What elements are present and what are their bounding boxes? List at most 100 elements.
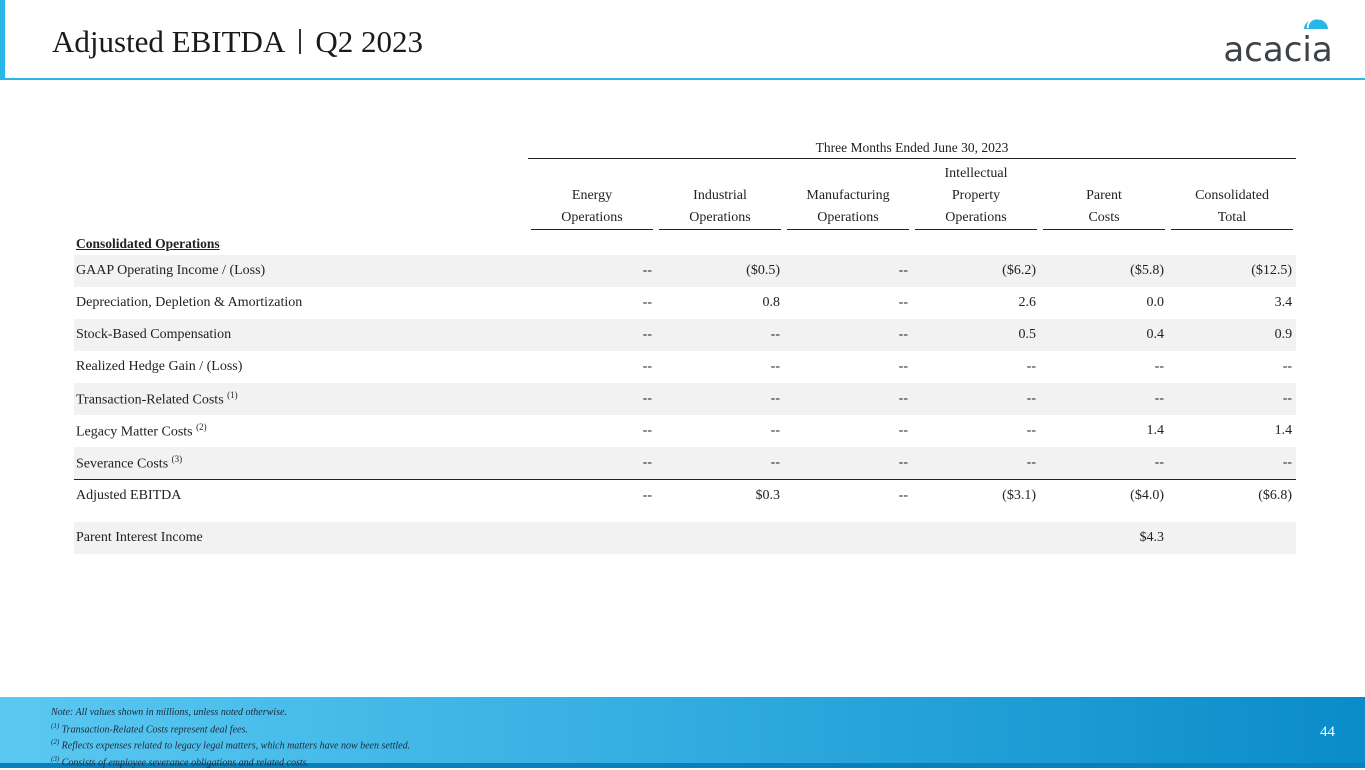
- cell-value: --: [1154, 359, 1164, 374]
- cell-value: [656, 522, 784, 554]
- col-header-line2: Industrial: [693, 188, 747, 203]
- cell-value: 3.4: [1274, 295, 1293, 310]
- acacia-logo: acacia: [1208, 12, 1348, 70]
- note-1: (1) Transaction-Related Costs represent …: [51, 720, 410, 737]
- cell-value: 0.8: [762, 295, 781, 310]
- interest-row: Parent Interest Income $4.3: [74, 522, 1297, 554]
- cell-value: 1.4: [1274, 423, 1293, 438]
- col-header-line2: Consolidated: [1195, 188, 1269, 203]
- note-2-text: Reflects expenses related to legacy lega…: [61, 740, 411, 752]
- section-label: Consolidated Operations: [76, 236, 220, 251]
- col-header-line3: Operations: [945, 210, 1007, 225]
- cell-value: 0.9: [1168, 319, 1297, 351]
- table-row: Severance Costs (3) -- -- -- -- -- --: [74, 447, 1297, 480]
- cell-value: --: [912, 383, 1040, 415]
- cell-value: --: [898, 359, 908, 374]
- cell-value: --: [1040, 383, 1168, 415]
- cell-value: --: [770, 423, 780, 438]
- col-header-line1: [787, 163, 909, 185]
- cell-value: [528, 522, 656, 554]
- column-header-row: Energy Operations Industrial Operations Ma…: [74, 159, 1296, 230]
- row-label-text: Stock-Based Compensation: [76, 327, 232, 342]
- cell-value: --: [528, 255, 656, 287]
- cell-value: --: [656, 319, 784, 351]
- footnotes: Note: All values shown in millions, unle…: [51, 706, 410, 770]
- row-label: GAAP Operating Income / (Loss): [74, 255, 528, 287]
- table-row: Realized Hedge Gain / (Loss) -- -- -- --…: [74, 351, 1296, 383]
- col-header-line2: Parent: [1086, 188, 1122, 203]
- note-1-marker: (1): [51, 721, 60, 730]
- logo-wordmark: acacia: [1223, 30, 1332, 68]
- title-left: Adjusted EBITDA: [52, 24, 286, 59]
- row-label: Legacy Matter Costs (2): [74, 415, 528, 447]
- row-label: Stock-Based Compensation: [74, 319, 528, 351]
- cell-value: ($6.8): [1168, 479, 1297, 512]
- cell-value: 0.0: [1146, 295, 1165, 310]
- col-header-line3: Costs: [1088, 210, 1120, 225]
- row-label: Realized Hedge Gain / (Loss): [74, 351, 528, 383]
- note-3: (3) Consists of employee severance oblig…: [51, 753, 410, 770]
- col-header-line1: [1043, 163, 1165, 185]
- ebitda-table-container: Three Months Ended June 30, 2023 Energy O…: [74, 140, 1297, 554]
- cell-value: [912, 522, 1040, 554]
- row-label-text: Severance Costs: [76, 456, 169, 472]
- cell-value: --: [784, 383, 912, 415]
- table-row: Transaction-Related Costs (1) -- -- -- -…: [74, 383, 1297, 415]
- section-row: Consolidated Operations: [74, 230, 1296, 255]
- cell-value: --: [656, 383, 784, 415]
- col-header-line2: Energy: [571, 188, 613, 203]
- col-header-line3: Operations: [817, 210, 879, 225]
- cell-value: $4.3: [1040, 522, 1168, 554]
- acacia-logo-icon: acacia: [1223, 17, 1333, 70]
- col-header-line1: [659, 163, 781, 185]
- row-label-text: GAAP Operating Income / (Loss): [76, 263, 266, 278]
- column-header-energy: Energy Operations: [528, 159, 656, 230]
- row-label-text: Realized Hedge Gain / (Loss): [76, 359, 243, 374]
- table-row: Stock-Based Compensation -- -- -- 0.5 0.…: [74, 319, 1297, 351]
- cell-value: --: [528, 447, 656, 480]
- cell-value: --: [1026, 359, 1036, 374]
- left-accent-bar: [0, 0, 5, 78]
- footer-bottom-strip: [0, 763, 1365, 768]
- cell-value: --: [1026, 423, 1036, 438]
- period-header-row: Three Months Ended June 30, 2023: [74, 140, 1297, 159]
- cell-value: --: [528, 479, 656, 512]
- cell-value: --: [784, 479, 912, 512]
- footnote-ref: (2): [196, 421, 207, 432]
- column-header-ip: Intellectual Property Operations: [912, 159, 1040, 230]
- table-row: Depreciation, Depletion & Amortization -…: [74, 287, 1296, 319]
- note-2-marker: (2): [51, 738, 60, 747]
- cell-value: 0.4: [1040, 319, 1168, 351]
- cell-value: ($3.1): [912, 479, 1040, 512]
- cell-value: 1.4: [1146, 423, 1165, 438]
- cell-value: --: [1040, 447, 1168, 480]
- period-header: Three Months Ended June 30, 2023: [528, 140, 1297, 159]
- cell-value: ($0.5): [656, 255, 784, 287]
- col-header-line1: Intellectual: [944, 166, 1008, 181]
- cell-value: --: [528, 383, 656, 415]
- cell-value: --: [1282, 359, 1293, 374]
- cell-value: --: [898, 295, 908, 310]
- row-label: Severance Costs (3): [74, 447, 528, 480]
- row-label-text: Legacy Matter Costs: [76, 424, 193, 440]
- col-header-line1: [1171, 163, 1293, 185]
- cell-value: --: [770, 359, 780, 374]
- col-header-line1: [531, 163, 653, 185]
- cell-value: 2.6: [1018, 295, 1037, 310]
- row-label: Parent Interest Income: [74, 522, 528, 554]
- table-row: Legacy Matter Costs (2) -- -- -- -- 1.4 …: [74, 415, 1296, 447]
- total-row: Adjusted EBITDA -- $0.3 -- ($3.1) ($4.0)…: [74, 479, 1297, 512]
- header-rule: [0, 78, 1365, 80]
- column-header-consolidated: Consolidated Total: [1168, 159, 1296, 230]
- cell-value: --: [642, 359, 652, 374]
- row-label: Adjusted EBITDA: [74, 479, 528, 512]
- cell-value: --: [642, 423, 652, 438]
- cell-value: --: [784, 319, 912, 351]
- cell-value: --: [898, 423, 908, 438]
- cell-value: ($6.2): [912, 255, 1040, 287]
- cell-value: --: [1168, 383, 1297, 415]
- cell-value: --: [784, 255, 912, 287]
- cell-value: --: [912, 447, 1040, 480]
- cell-value: $0.3: [656, 479, 784, 512]
- cell-value: ($12.5): [1168, 255, 1297, 287]
